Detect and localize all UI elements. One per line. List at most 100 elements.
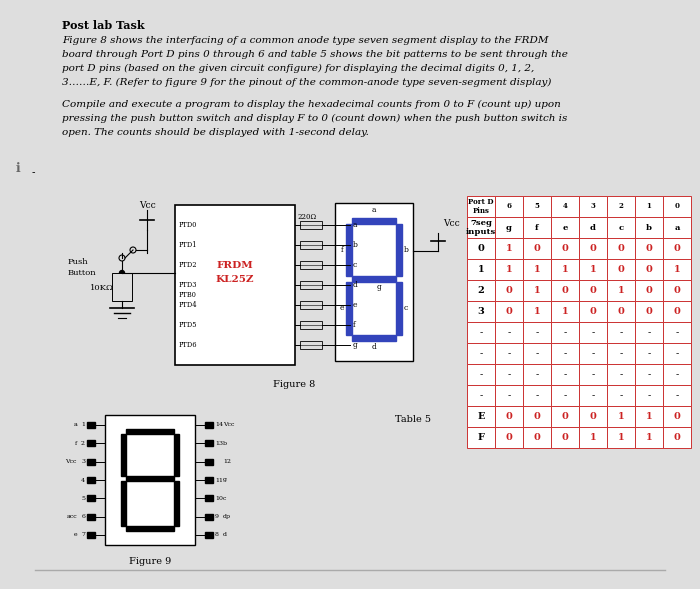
Bar (551, 322, 579, 343)
Text: ℹ: ℹ (15, 161, 20, 174)
Bar (396, 282, 402, 335)
Text: 0: 0 (589, 244, 596, 253)
Bar (607, 259, 635, 280)
Text: -: - (620, 370, 622, 379)
Text: -: - (564, 328, 566, 337)
Bar (579, 427, 607, 448)
Text: -: - (480, 391, 482, 400)
Bar (87, 514, 95, 519)
Bar (523, 280, 551, 301)
Text: -: - (620, 328, 622, 337)
Text: 0: 0 (645, 244, 652, 253)
Bar (396, 224, 402, 276)
Bar (300, 301, 322, 309)
Text: board through Port D pins 0 through 6 and table 5 shows the bit patterns to be s: board through Port D pins 0 through 6 an… (62, 50, 568, 59)
Text: 1: 1 (589, 433, 596, 442)
Bar (579, 217, 607, 238)
Bar (551, 217, 579, 238)
Text: -: - (508, 370, 510, 379)
Bar (607, 385, 635, 406)
Text: 1: 1 (561, 265, 568, 274)
Bar (523, 217, 551, 238)
Bar (579, 196, 607, 217)
Text: PTD0: PTD0 (179, 221, 197, 229)
Text: 1: 1 (645, 412, 652, 421)
Bar (175, 205, 295, 365)
Bar (663, 343, 691, 364)
Text: FRDM: FRDM (216, 260, 253, 270)
Text: Button: Button (68, 269, 97, 277)
Text: -: - (536, 328, 538, 337)
Text: 1: 1 (533, 265, 540, 274)
Bar (663, 217, 691, 238)
Text: 1: 1 (477, 265, 484, 274)
Text: PTD3: PTD3 (179, 281, 197, 289)
Text: PTD5: PTD5 (179, 321, 197, 329)
Text: -: - (676, 349, 678, 358)
Text: a: a (353, 221, 358, 229)
Bar (87, 441, 95, 446)
Bar (495, 259, 523, 280)
Bar (205, 422, 213, 428)
Text: 0: 0 (617, 265, 624, 274)
Text: d: d (223, 532, 227, 538)
Text: 0: 0 (589, 412, 596, 421)
Bar (579, 301, 607, 322)
Text: Figure 8: Figure 8 (273, 380, 315, 389)
Text: 1: 1 (617, 433, 624, 442)
Text: f: f (342, 246, 344, 254)
Bar (335, 203, 413, 361)
Text: E: E (477, 412, 484, 421)
Text: b: b (353, 241, 358, 249)
Bar (635, 217, 663, 238)
Bar (551, 259, 579, 280)
Bar (205, 477, 213, 483)
Text: 10: 10 (215, 496, 223, 501)
Text: c: c (404, 305, 408, 313)
Bar (121, 481, 126, 525)
Bar (551, 364, 579, 385)
Text: Figure 8 shows the interfacing of a common anode type seven segment display to t: Figure 8 shows the interfacing of a comm… (62, 36, 549, 45)
Text: 0: 0 (505, 412, 512, 421)
Text: g: g (377, 283, 382, 291)
Text: -: - (592, 370, 594, 379)
Text: 0: 0 (533, 412, 540, 421)
Text: 0: 0 (673, 244, 680, 253)
Text: 0: 0 (477, 244, 484, 253)
Bar (467, 427, 495, 448)
Circle shape (120, 270, 125, 276)
Text: Push: Push (68, 258, 89, 266)
Bar (495, 406, 523, 427)
Text: b: b (646, 223, 652, 231)
Text: 0: 0 (673, 412, 680, 421)
Text: -: - (648, 370, 650, 379)
Text: 1: 1 (617, 412, 624, 421)
Text: 1: 1 (81, 422, 85, 428)
Bar (523, 301, 551, 322)
Text: 4: 4 (563, 203, 568, 210)
Bar (607, 406, 635, 427)
Bar (635, 259, 663, 280)
Text: Vcc: Vcc (443, 219, 460, 228)
Bar (467, 364, 495, 385)
Text: 2: 2 (81, 441, 85, 446)
Text: -: - (480, 349, 482, 358)
Bar (551, 406, 579, 427)
Bar (352, 276, 396, 282)
Text: 0: 0 (561, 244, 568, 253)
Bar (205, 532, 213, 538)
Text: 0: 0 (675, 203, 680, 210)
Text: 0: 0 (561, 286, 568, 295)
Text: e: e (74, 532, 77, 538)
Text: f: f (75, 441, 77, 446)
Bar (551, 196, 579, 217)
Text: g: g (506, 223, 512, 231)
Text: 0: 0 (645, 265, 652, 274)
Bar (174, 481, 179, 525)
Bar (126, 475, 174, 481)
Text: dp: dp (223, 514, 231, 519)
Text: f: f (536, 223, 539, 231)
Text: 0: 0 (589, 286, 596, 295)
Bar (607, 364, 635, 385)
Bar (523, 406, 551, 427)
